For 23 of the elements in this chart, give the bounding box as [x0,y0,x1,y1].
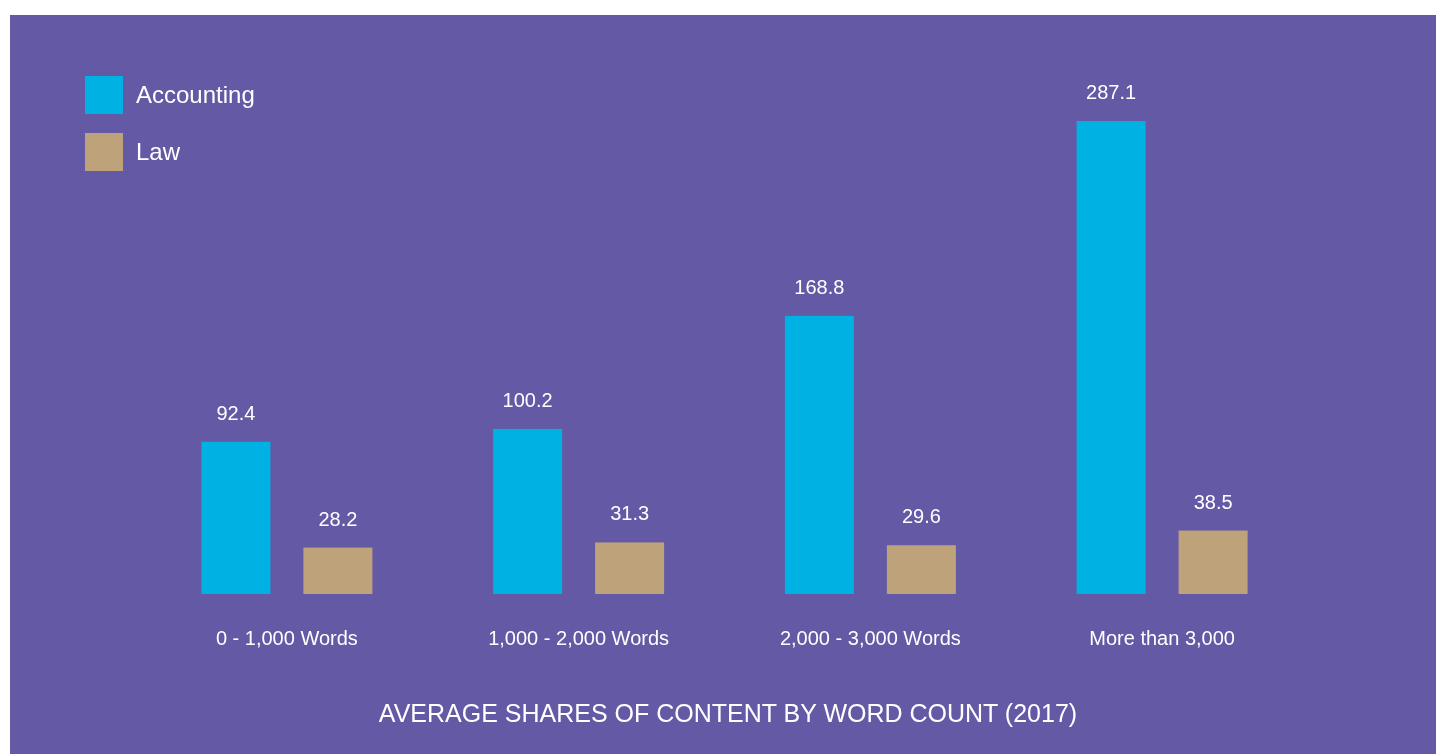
bar [595,542,665,594]
x-tick-label: 0 - 1,000 Words [215,627,358,649]
legend-label: Law [136,138,181,165]
bar [1178,530,1248,594]
data-label: 31.3 [610,502,650,525]
bar [886,545,956,594]
x-tick-label: More than 3,000 [1089,627,1235,649]
data-label: 168.8 [794,275,845,298]
bar [493,428,563,594]
bar [303,547,373,594]
data-label: 29.6 [901,505,941,528]
x-tick-label: 2,000 - 3,000 Words [779,627,961,649]
bar [201,441,271,594]
x-tick-label: 1,000 - 2,000 Words [488,627,670,649]
text: AVERAGE SHARES OF CONTENT BY WORD COUNT (2017) [378,699,1078,727]
data-label: 287.1 [1086,81,1137,103]
bar [1076,121,1146,594]
data-label: 100.2 [502,388,553,411]
legend-label: Accounting [136,81,255,108]
data-label: 38.5 [1193,490,1233,513]
data-label: 92.4 [216,401,256,424]
bar [784,315,854,594]
data-label: 28.2 [318,507,358,530]
